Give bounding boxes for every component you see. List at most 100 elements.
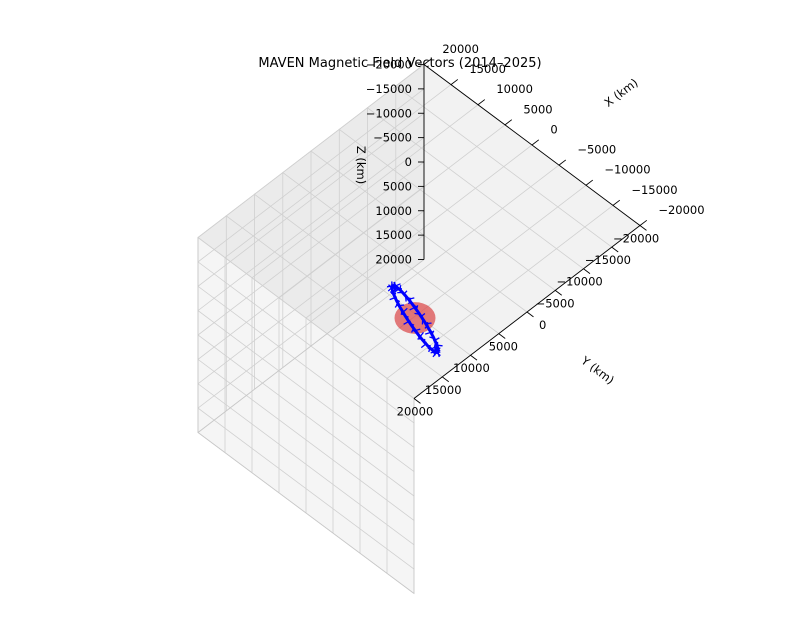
z-tick-label: 20000: [375, 253, 412, 267]
field-vector: [403, 290, 408, 295]
field-vector: [425, 331, 432, 335]
x-tick-label: 20000: [442, 42, 479, 56]
field-vector: [414, 312, 420, 315]
field-vector: [394, 288, 400, 293]
field-vector: [412, 304, 418, 308]
field-vector: [399, 285, 402, 291]
field-vector: [420, 343, 427, 349]
x-tick-mark: [612, 199, 621, 206]
field-vector: [427, 344, 431, 347]
field-vector: [424, 325, 428, 329]
chart-title: MAVEN Magnetic Field Vectors (2014–2025): [258, 56, 542, 71]
y-tick-mark: [583, 268, 591, 274]
x-tick-mark: [639, 219, 648, 226]
z-tick-label: −10000: [366, 106, 412, 120]
field-vector: [403, 294, 408, 298]
field-vector: [405, 316, 410, 323]
field-vector: [391, 283, 395, 287]
y-tick-mark: [611, 246, 619, 253]
y-tick-label: −10000: [557, 275, 603, 289]
x-tick-label: 0: [550, 122, 557, 136]
x-tick-label: −15000: [631, 183, 677, 197]
y-tick-label: −20000: [613, 231, 659, 245]
field-vector: [417, 334, 420, 340]
field-vector: [432, 350, 436, 356]
field-vector: [402, 307, 408, 313]
field-vector: [392, 285, 396, 292]
x-tick-mark: [477, 99, 486, 106]
y-tick-label: −5000: [536, 296, 575, 310]
x-tick-mark: [423, 58, 432, 65]
field-vector: [415, 305, 419, 310]
x-tick-label: −20000: [658, 203, 704, 217]
field-vector: [431, 330, 435, 335]
x-tick-mark: [504, 119, 513, 126]
field-vector: [422, 340, 428, 346]
field-vector: [407, 300, 411, 305]
field-vector: [393, 294, 397, 300]
y-axis-label: Y (km): [578, 353, 617, 387]
y-tick-mark: [554, 290, 562, 296]
field-vector: [437, 351, 440, 358]
y-tick-label: 20000: [397, 404, 434, 418]
z-tick-label: 5000: [383, 179, 412, 193]
field-vector: [391, 290, 394, 295]
z-tick-label: −20000: [366, 58, 412, 72]
field-vector: [437, 347, 441, 352]
z-tick-label: 10000: [375, 204, 412, 218]
x-tick-label: 10000: [496, 82, 533, 96]
x-tick-mark: [585, 179, 594, 186]
x-axis-label: X (km): [602, 76, 641, 110]
x-tick-mark: [450, 79, 459, 85]
field-vector: [428, 347, 431, 353]
field-vector: [433, 339, 437, 345]
field-vector: [430, 346, 437, 350]
y-tick-mark: [639, 225, 647, 231]
x-tick-mark: [558, 159, 567, 166]
field-vector: [394, 286, 397, 291]
z-axis-label: Z (km): [354, 146, 368, 184]
y-tick-mark: [470, 354, 478, 361]
pane-edge: [197, 259, 425, 595]
field-vector: [387, 286, 393, 292]
y-tick-mark: [441, 376, 449, 383]
x-tick-label: 5000: [523, 102, 552, 116]
field-vector: [433, 349, 438, 353]
data-marks: [386, 281, 443, 358]
field-vector: [426, 322, 430, 329]
field-vector: [393, 281, 398, 288]
y-tick-mark: [498, 333, 506, 339]
field-vector: [386, 285, 393, 288]
y-tick-label: 10000: [453, 361, 490, 375]
z-tick-label: 0: [405, 155, 412, 169]
field-vector: [434, 337, 440, 341]
x-tick-label: 15000: [469, 62, 506, 76]
field-vector: [415, 328, 421, 332]
field-vector: [399, 304, 405, 307]
field-vector: [434, 346, 438, 350]
field-vector: [400, 290, 406, 296]
y-tick-label: −15000: [585, 253, 631, 267]
y-tick-label: 5000: [489, 340, 518, 354]
y-tick-label: 15000: [425, 383, 462, 397]
field-vector: [410, 323, 415, 326]
field-vector: [409, 297, 413, 304]
z-tick-label: 15000: [375, 228, 412, 242]
field-vector: [394, 303, 399, 308]
x-tick-mark: [531, 139, 540, 146]
y-tick-mark: [413, 398, 421, 404]
field-vector: [420, 317, 425, 322]
field-vector: [429, 336, 435, 340]
field-vector: [395, 298, 401, 303]
tick-marks: −20000 −20000 −20000 −15000 −15000 −15000 −100…: [366, 42, 705, 418]
field-vector: [411, 328, 415, 333]
field-vector: [409, 306, 416, 311]
field-vector: [429, 329, 433, 333]
x-tick-label: −10000: [604, 163, 650, 177]
field-vector: [389, 297, 396, 301]
y-tick-label: 0: [539, 318, 546, 332]
field-vector: [403, 320, 410, 325]
field-vector: [419, 331, 424, 338]
z-tick-label: −15000: [366, 82, 412, 96]
y-tick-mark: [526, 311, 534, 318]
